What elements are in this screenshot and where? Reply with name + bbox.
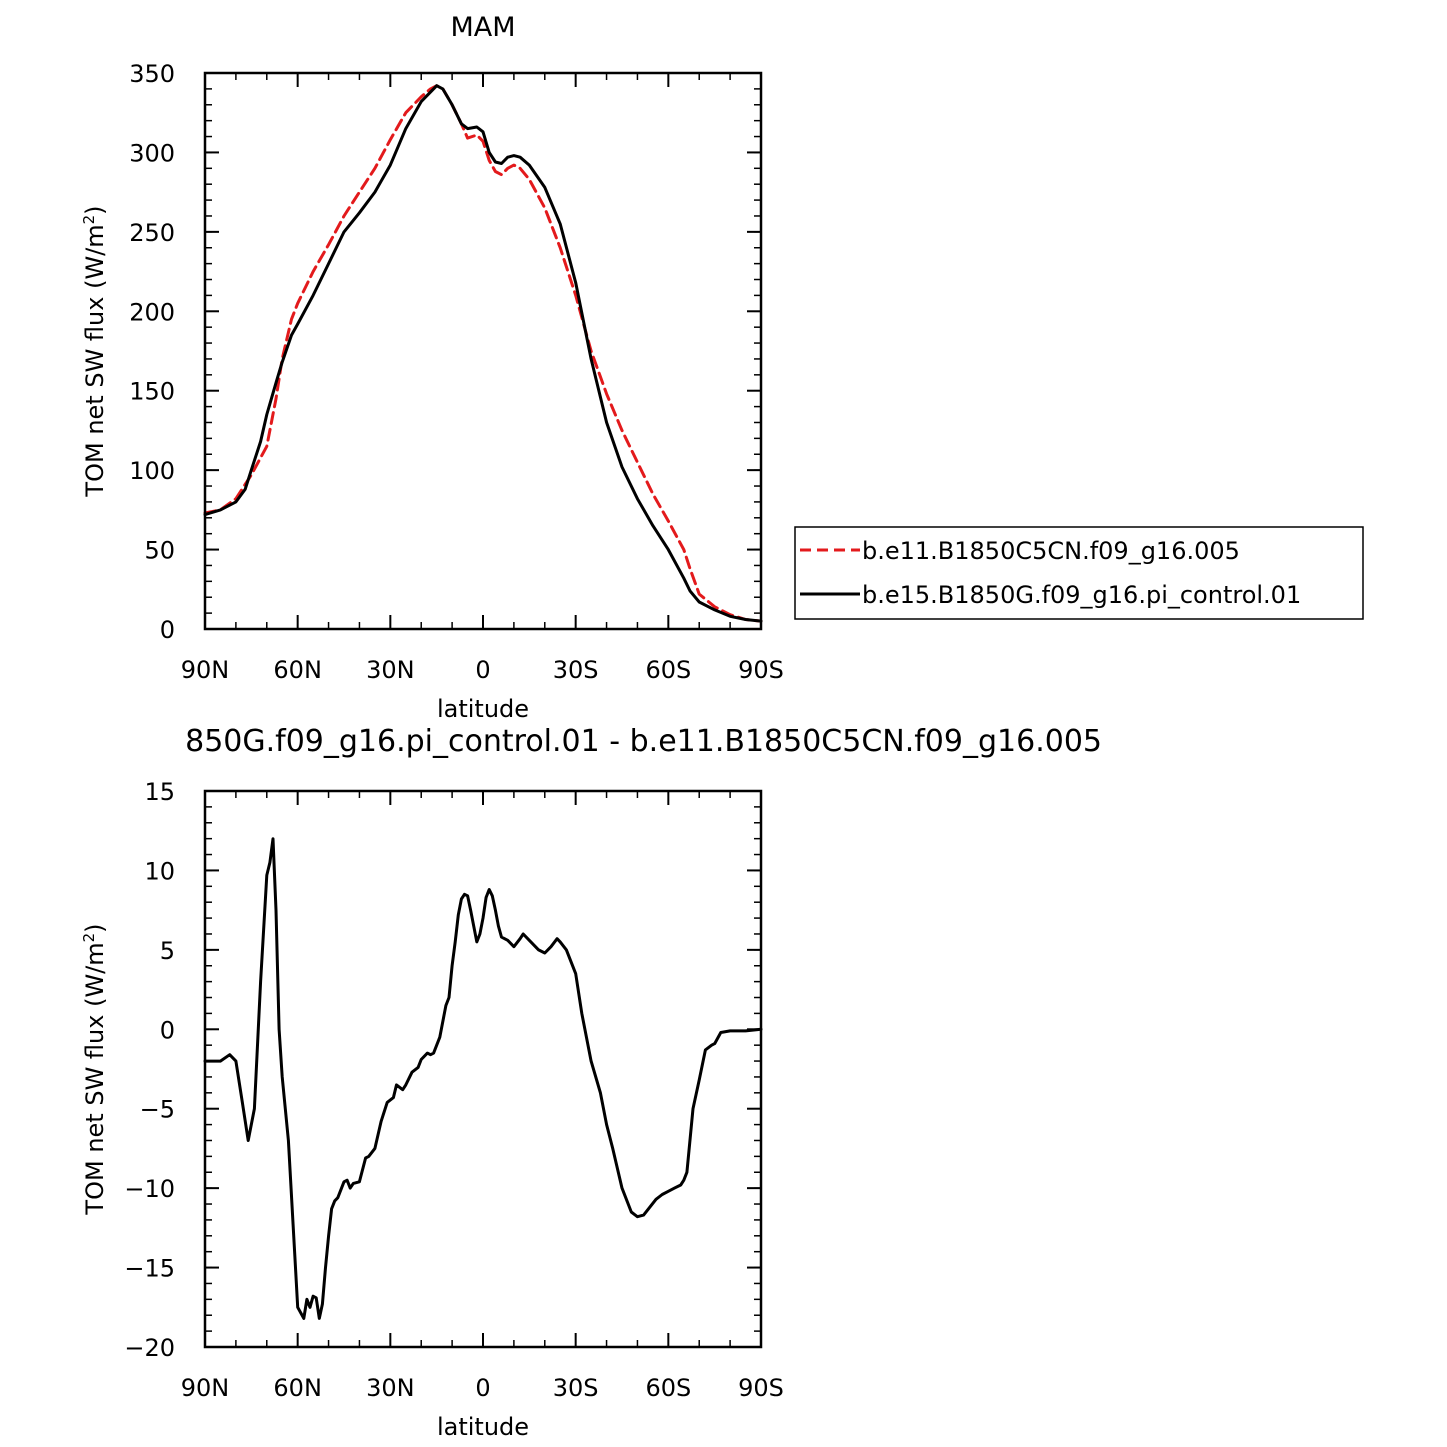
legend: b.e11.B1850C5CN.f09_g16.005 b.e15.B1850G… <box>794 526 1364 620</box>
top-panel-series-group <box>203 84 763 623</box>
top-panel-ytick-label: 50 <box>144 537 175 565</box>
bottom-panel-ytick-label: 0 <box>160 1016 175 1044</box>
top-panel-series-line-1 <box>203 84 763 623</box>
top-panel-xtick-label: 60N <box>273 656 322 684</box>
bottom-panel-ylabel-superscript: 2 <box>80 933 98 943</box>
legend-label-series-2: b.e15.B1850G.f09_g16.pi_control.01 <box>862 581 1301 609</box>
bottom-panel-ytick-label: 15 <box>144 778 175 806</box>
bottom-panel-ytick-label: −5 <box>140 1096 175 1124</box>
top-panel-ylabel-tail: ) <box>81 205 109 214</box>
bottom-panel-xtick-label: 60S <box>645 1374 691 1402</box>
bottom-panel-xtick-label: 30S <box>553 1374 599 1402</box>
bottom-panel-xlabel: latitude <box>437 1413 529 1441</box>
top-panel-xtick-label: 60S <box>645 656 691 684</box>
top-panel-ylabel: TOM net SW flux (W/m2) <box>80 205 109 497</box>
bottom-panel-xtick-label: 90S <box>738 1374 784 1402</box>
top-panel-title: MAM <box>450 12 515 43</box>
top-panel-xtick-label: 0 <box>475 656 490 684</box>
bottom-panel-ylabel-tail: ) <box>81 923 109 932</box>
bottom-panel-ytick-label: 5 <box>160 937 175 965</box>
top-panel-ticks: 90N 60N 30N 0 30S 60S 90S 0 50 100 150 200 250 300 350 <box>129 60 784 684</box>
bottom-panel-series-line-1 <box>203 837 763 1320</box>
top-panel-ylabel-main: TOM net SW flux (W/m <box>81 224 109 497</box>
bottom-panel-ytick-label: 10 <box>144 857 175 885</box>
bottom-panel-ytick-label: −10 <box>124 1175 175 1203</box>
top-panel-ytick-label: 0 <box>160 616 175 644</box>
bottom-panel-xtick-label: 60N <box>273 1374 322 1402</box>
bottom-panel-ylabel: TOM net SW flux (W/m2) <box>80 923 109 1215</box>
top-panel-xtick-label: 90N <box>181 656 230 684</box>
top-panel-xtick-label: 90S <box>738 656 784 684</box>
bottom-panel-ytick-label: −20 <box>124 1334 175 1362</box>
top-panel-xtick-label: 30N <box>366 656 415 684</box>
top-panel-series-line-2 <box>203 84 763 623</box>
bottom-panel-ylabel-main: TOM net SW flux (W/m <box>81 942 109 1215</box>
legend-label-series-1: b.e11.B1850C5CN.f09_g16.005 <box>862 537 1240 565</box>
top-panel-ylabel-superscript: 2 <box>80 215 98 225</box>
top-panel-ytick-label: 150 <box>129 378 175 406</box>
bottom-panel-xtick-label: 0 <box>475 1374 490 1402</box>
top-panel-ytick-label: 200 <box>129 298 175 326</box>
bottom-panel-series-group <box>203 837 763 1320</box>
top-panel-ytick-label: 350 <box>129 60 175 88</box>
top-panel-ytick-label: 300 <box>129 139 175 167</box>
bottom-panel-xtick-label: 90N <box>181 1374 230 1402</box>
top-panel-ytick-label: 250 <box>129 219 175 247</box>
top-panel-ytick-label: 100 <box>129 457 175 485</box>
top-panel-frame <box>203 71 763 631</box>
top-panel-xlabel: latitude <box>437 695 529 723</box>
bottom-panel-frame <box>203 789 763 1349</box>
bottom-panel-xtick-label: 30N <box>366 1374 415 1402</box>
bottom-panel-title: 850G.f09_g16.pi_control.01 - b.e11.B1850… <box>185 724 1102 759</box>
bottom-panel-ytick-label: −15 <box>124 1255 175 1283</box>
top-panel: MAM 90N 60N 30N 0 30S 60S 90S 0 50 100 150 200 250 30… <box>80 12 784 723</box>
top-panel-xtick-label: 30S <box>553 656 599 684</box>
legend-box <box>794 526 1364 620</box>
bottom-panel: 850G.f09_g16.pi_control.01 - b.e11.B1850… <box>80 724 1102 1441</box>
bottom-panel-ticks: 90N 60N 30N 0 30S 60S 90S 15 10 5 0 −5 −10 −15 −20 <box>124 778 784 1402</box>
